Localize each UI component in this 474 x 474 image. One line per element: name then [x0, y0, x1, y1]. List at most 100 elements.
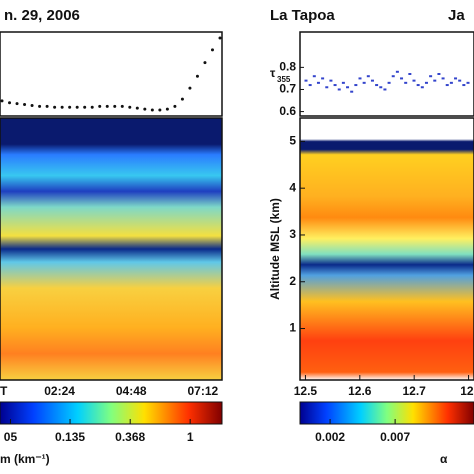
point [375, 84, 379, 87]
point [165, 107, 169, 111]
point [333, 84, 337, 87]
heatmap-left [0, 118, 222, 380]
point [15, 102, 19, 106]
colorbar [0, 401, 223, 425]
point [8, 101, 12, 105]
colorbar-tick-label: 1 [187, 430, 194, 444]
point [45, 104, 49, 108]
point [312, 75, 316, 78]
point [420, 86, 424, 89]
point [391, 75, 395, 78]
point [23, 103, 27, 107]
point [308, 84, 312, 87]
point [158, 108, 162, 112]
frame [0, 31, 223, 117]
point [362, 81, 366, 84]
point [346, 86, 350, 89]
point [379, 86, 383, 89]
colorbar-tick-label: 0.135 [55, 430, 85, 444]
point [408, 73, 412, 75]
colorbar-label: m (km⁻¹) [0, 452, 50, 466]
point [329, 79, 333, 82]
x-tick-label: 02:24 [44, 384, 75, 398]
colorbar-tick-label: 05 [4, 430, 18, 444]
y-tick-label: 2 [289, 274, 296, 288]
point [90, 105, 94, 109]
point [350, 90, 354, 93]
point [210, 48, 214, 52]
point [466, 81, 470, 84]
frame [299, 31, 474, 117]
x-tick-label: 12.7 [403, 384, 427, 398]
point [341, 81, 345, 84]
point [218, 36, 222, 40]
subtitle: Ja [448, 7, 465, 24]
point [354, 84, 358, 87]
colorbar [299, 401, 474, 425]
point [150, 108, 154, 112]
point [113, 104, 117, 108]
point [433, 79, 437, 82]
y-tick-label: 1 [289, 321, 296, 335]
point [441, 77, 445, 80]
point [429, 75, 433, 78]
point [458, 79, 462, 82]
point [424, 81, 428, 84]
point [416, 84, 420, 87]
point [395, 70, 399, 73]
x-tick-label: 07:12 [187, 384, 218, 398]
point [383, 88, 387, 91]
point [445, 84, 449, 87]
title: La Tapoa [270, 7, 335, 24]
y-tick-label: 0.7 [279, 82, 296, 96]
point [53, 105, 57, 109]
point [98, 104, 102, 108]
point [454, 77, 458, 80]
colorbar-tick-label: 0.368 [115, 430, 145, 444]
y-tick-label: 4 [289, 180, 296, 194]
point [412, 79, 416, 82]
point [366, 75, 370, 78]
point [404, 81, 408, 84]
x-axis-label: T [0, 384, 8, 398]
point [135, 106, 139, 110]
point [195, 74, 199, 78]
colorbar-tick-label: 0.007 [380, 430, 410, 444]
colorbar-tick-label: 0.002 [315, 430, 345, 444]
point [68, 105, 72, 109]
point [462, 84, 466, 87]
point [60, 105, 64, 109]
point [437, 73, 441, 75]
point [143, 107, 147, 111]
point [321, 77, 325, 80]
point [358, 77, 362, 80]
point [105, 104, 109, 108]
point [337, 88, 341, 91]
point [203, 61, 207, 65]
point [120, 104, 124, 108]
point [387, 81, 391, 84]
x-tick-label: 04:48 [116, 384, 147, 398]
point [188, 86, 192, 90]
y-tick-label: 3 [289, 227, 296, 241]
point [173, 104, 177, 108]
point [316, 81, 320, 84]
heatmap-right [300, 118, 474, 380]
title: n. 29, 2006 [4, 7, 80, 24]
point [128, 105, 132, 109]
point [30, 103, 34, 107]
frame [299, 117, 474, 381]
point [75, 105, 79, 109]
x-tick-label: 12.6 [348, 384, 372, 398]
point [449, 81, 453, 84]
y-tick-label: 0.8 [279, 60, 296, 74]
point [400, 77, 404, 80]
y-tick-label: 0.6 [279, 104, 296, 118]
point [370, 79, 374, 82]
point [38, 104, 42, 108]
x-tick-label: 12.5 [294, 384, 318, 398]
y-tick-label: 5 [289, 134, 296, 148]
y-axis-label: τ [270, 66, 276, 80]
